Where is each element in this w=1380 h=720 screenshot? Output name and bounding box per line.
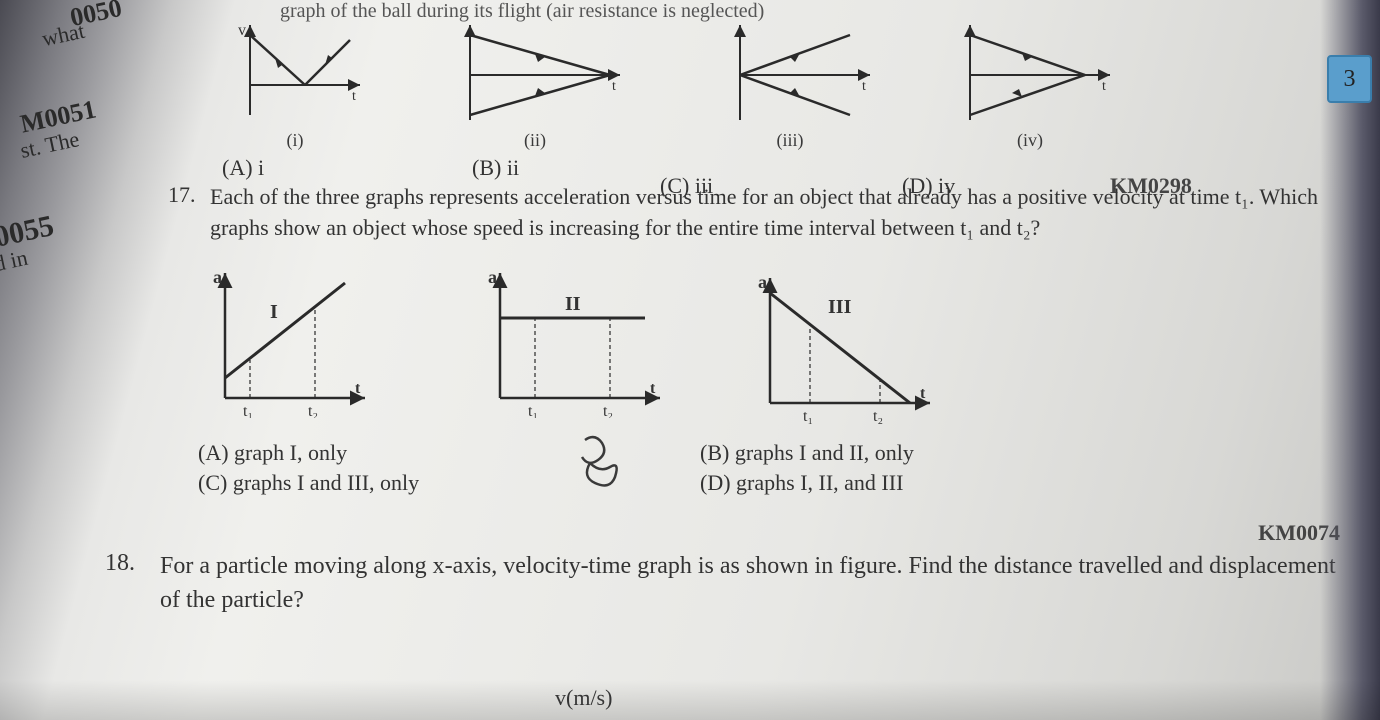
q16-graph-3: t (iii): [700, 20, 880, 151]
q17-graph-3: a III t t₁ t₂: [740, 268, 940, 428]
q17-number: 17.: [168, 182, 196, 208]
q17-option-b: (B) graphs I and II, only: [700, 440, 914, 466]
q16-graph-1-svg: v t: [220, 20, 370, 130]
svg-text:t₁: t₁: [803, 408, 813, 425]
q16-graph-2-label: (ii): [440, 130, 630, 151]
q17-option-a: (A) graph I, only: [198, 440, 347, 466]
q16-graph-4: t (iv): [940, 20, 1120, 151]
q16-graph-3-svg: t: [700, 20, 880, 130]
svg-text:t: t: [1102, 79, 1106, 94]
blue-eraser-icon: 3: [1327, 55, 1372, 103]
svg-text:v: v: [238, 22, 246, 39]
svg-text:t₁: t₁: [243, 403, 253, 418]
svg-text:a: a: [488, 268, 497, 287]
q18-number: 18.: [105, 550, 135, 577]
svg-text:II: II: [565, 293, 581, 315]
handwriting-scribble: [560, 425, 650, 505]
svg-text:a: a: [213, 268, 222, 287]
svg-text:t: t: [862, 79, 866, 94]
spine-label-1: what: [40, 18, 87, 52]
bottom-shadow: [0, 680, 1380, 720]
svg-text:t: t: [352, 89, 356, 104]
svg-text:t₁: t₁: [528, 403, 538, 418]
q16-graph-1: v t (i): [220, 20, 370, 151]
svg-text:t: t: [650, 380, 656, 397]
q16-option-b: (B) ii: [472, 155, 519, 181]
svg-text:t₂: t₂: [873, 408, 883, 425]
q17-graph-3-svg: a III t t₁ t₂: [740, 268, 940, 428]
svg-text:a: a: [758, 272, 767, 292]
q16-option-a: (A) i: [222, 155, 264, 181]
q17-graph-1-svg: a I t t₁ t₂: [195, 268, 375, 418]
q16-graph-4-label: (iv): [940, 130, 1120, 151]
q17-graph-2-svg: a II t t₁ t₂: [470, 268, 670, 418]
q16-graph-1-label: (i): [220, 130, 370, 151]
svg-text:t: t: [355, 380, 361, 397]
svg-text:t: t: [920, 385, 926, 402]
q17-option-c: (C) graphs I and III, only: [198, 470, 419, 496]
q17-option-d: (D) graphs I, II, and III: [700, 470, 903, 496]
q16-graph-4-svg: t: [940, 20, 1120, 130]
q16-graph-2-svg: t: [440, 20, 630, 130]
svg-text:III: III: [828, 296, 852, 318]
right-page-edge: [1320, 0, 1380, 720]
svg-text:t: t: [612, 79, 616, 94]
q16-graph-2: t (ii): [440, 20, 630, 151]
svg-text:I: I: [270, 301, 278, 323]
q18-text: For a particle moving along x-axis, velo…: [160, 550, 1360, 617]
svg-text:t₂: t₂: [308, 403, 318, 418]
q17-text: Each of the three graphs represents acce…: [210, 182, 1320, 244]
q16-graph-3-label: (iii): [700, 130, 880, 151]
q17-graph-2: a II t t₁ t₂: [470, 268, 670, 418]
svg-text:t₂: t₂: [603, 403, 613, 418]
spine-label-3: d in: [0, 245, 30, 277]
q17-graph-1: a I t t₁ t₂: [195, 268, 375, 418]
